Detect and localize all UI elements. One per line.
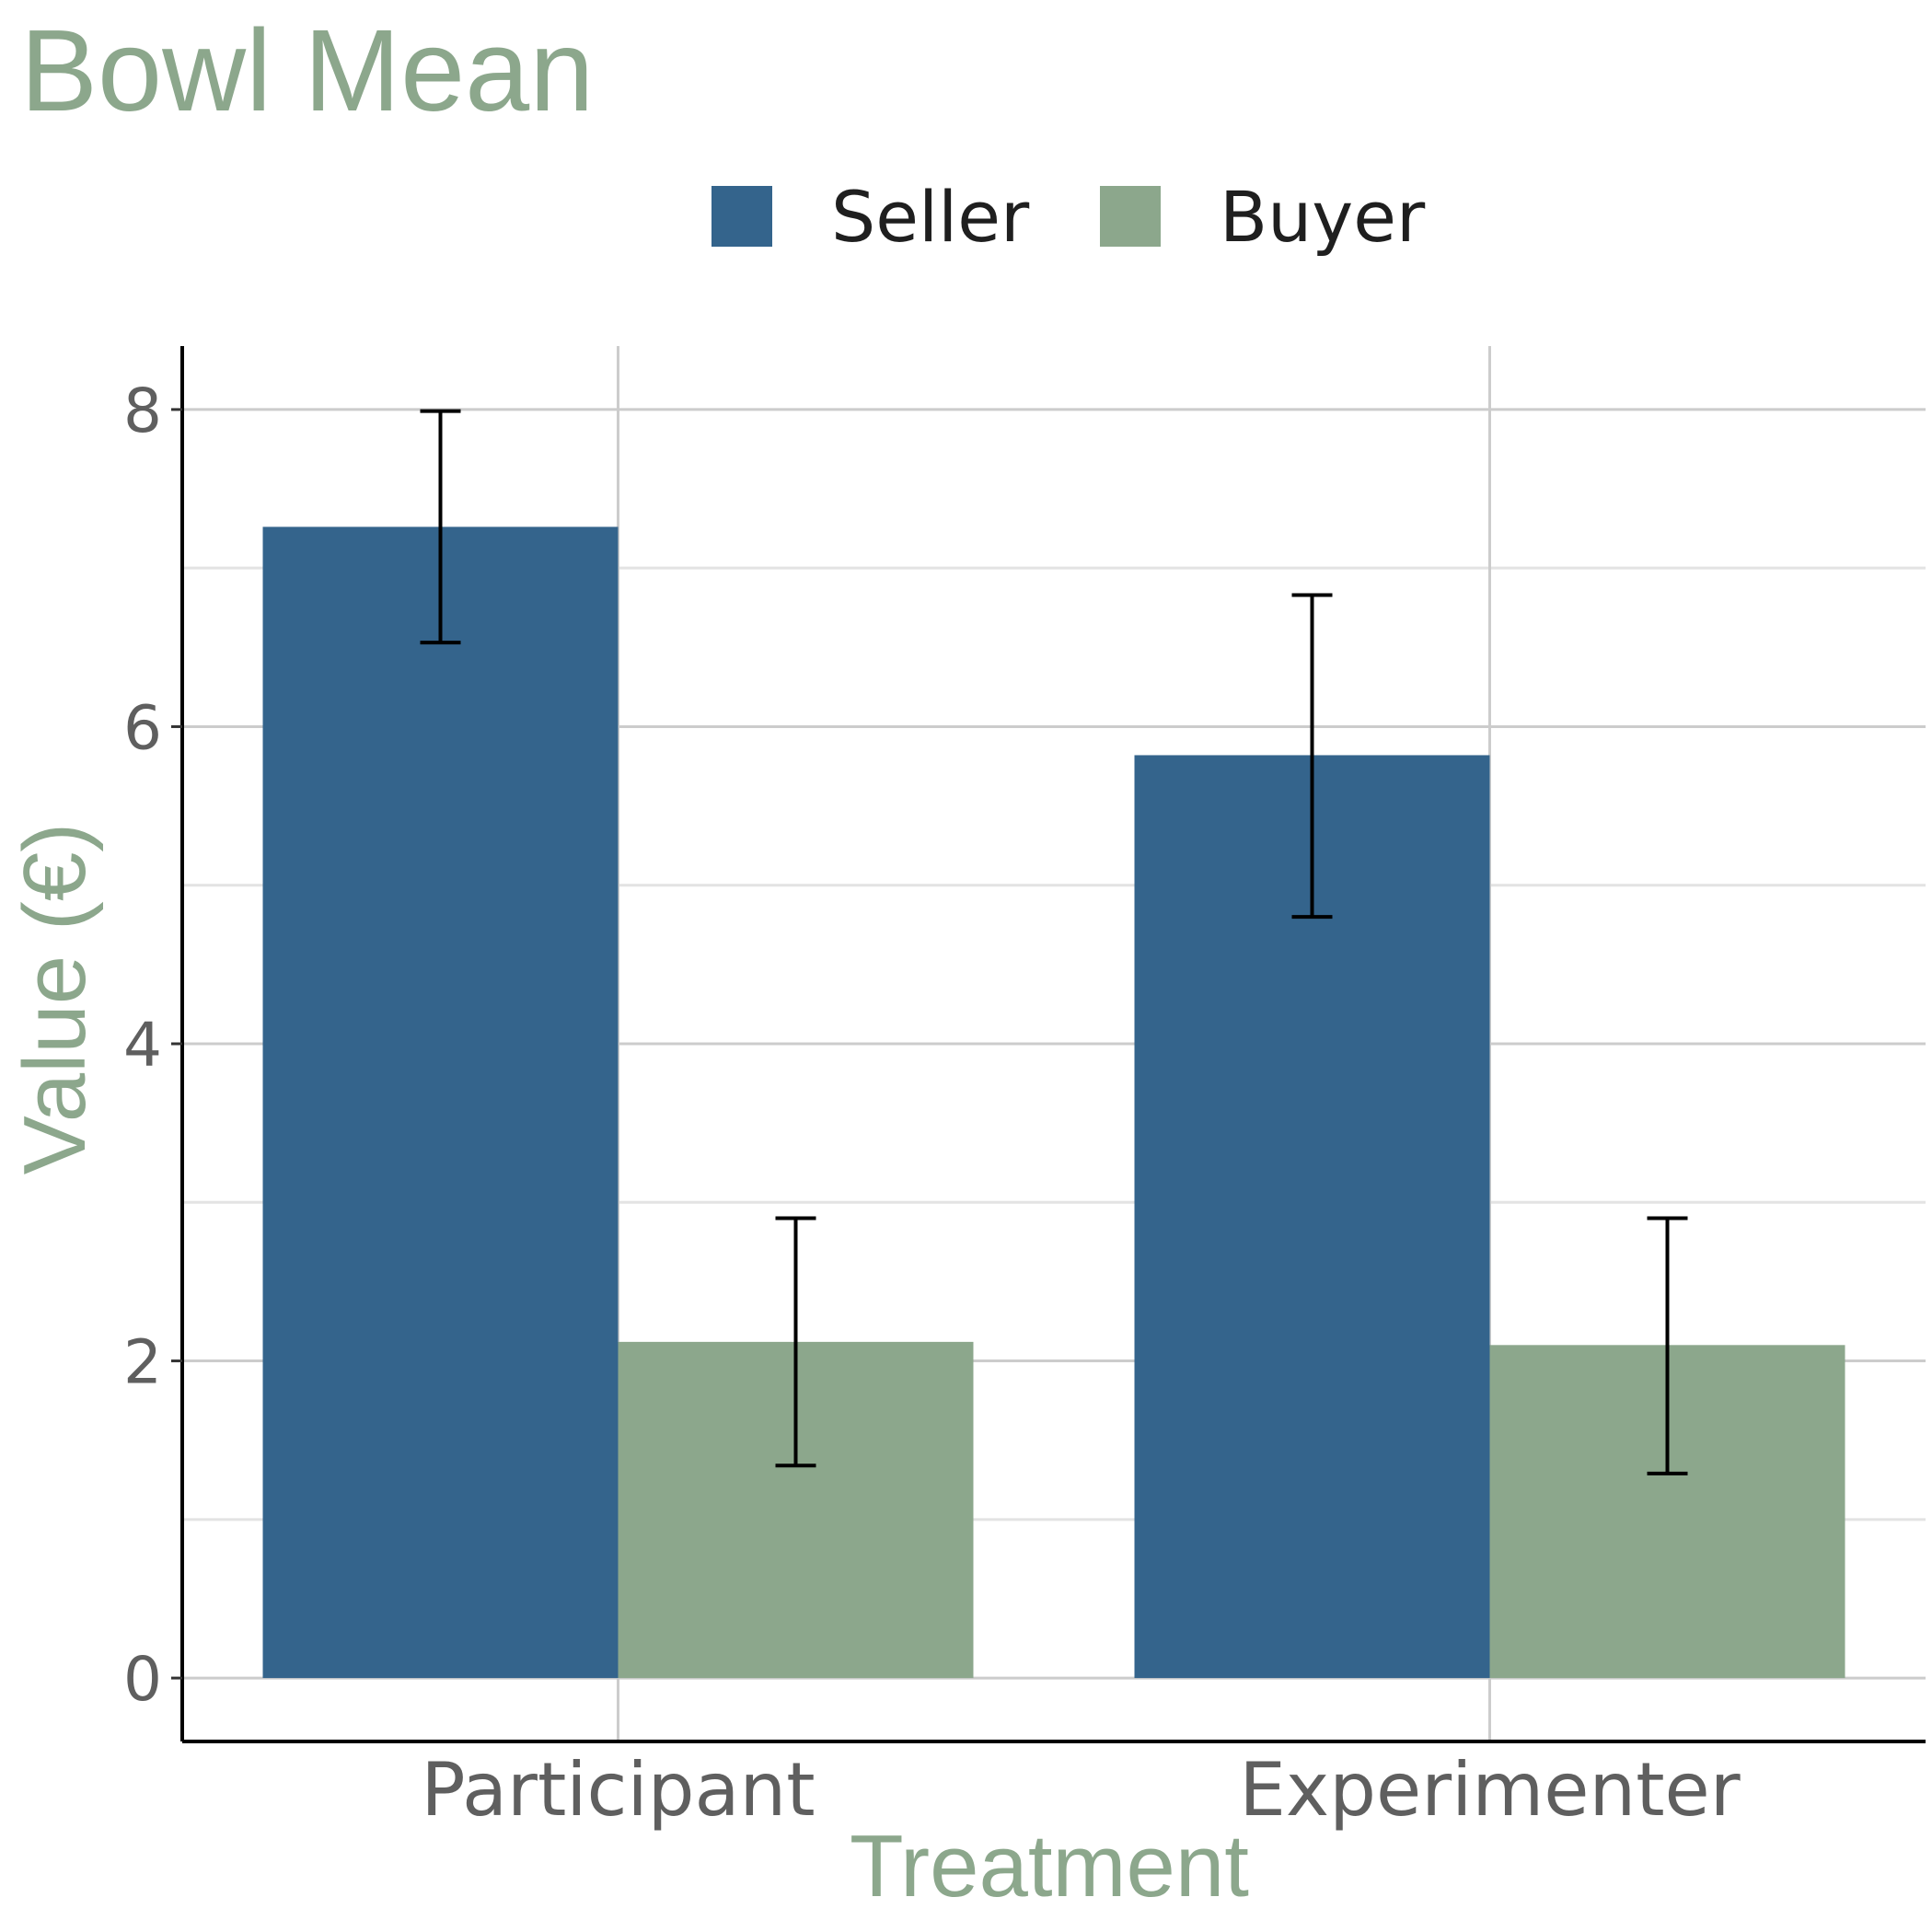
x-tick-label: Participant <box>421 1747 815 1833</box>
bar-seller <box>262 526 619 1679</box>
bars <box>262 526 1845 1679</box>
error-bars <box>420 409 1688 1475</box>
legend: Seller Buyer <box>711 176 1426 258</box>
y-tick-label: 2 <box>123 1327 162 1398</box>
y-axis-title: Value (€) <box>6 823 104 1174</box>
y-tick-labels: 0 2 4 6 8 <box>123 376 162 1715</box>
y-tick-label: 6 <box>123 692 162 763</box>
x-axis-title: Treatment <box>850 1817 1249 1915</box>
x-tick-labels: Participant Experimenter <box>421 1747 1740 1833</box>
x-tick-label: Experimenter <box>1239 1747 1740 1833</box>
y-tick-label: 8 <box>123 376 162 446</box>
chart-title: Bowl Mean <box>20 6 594 135</box>
legend-label-seller: Seller <box>831 176 1030 258</box>
legend-swatch-seller <box>711 186 772 247</box>
legend-swatch-buyer <box>1100 186 1161 247</box>
axes <box>171 346 1926 1743</box>
legend-label-buyer: Buyer <box>1220 176 1426 258</box>
y-tick-label: 4 <box>123 1010 162 1081</box>
y-tick-label: 0 <box>123 1644 162 1715</box>
